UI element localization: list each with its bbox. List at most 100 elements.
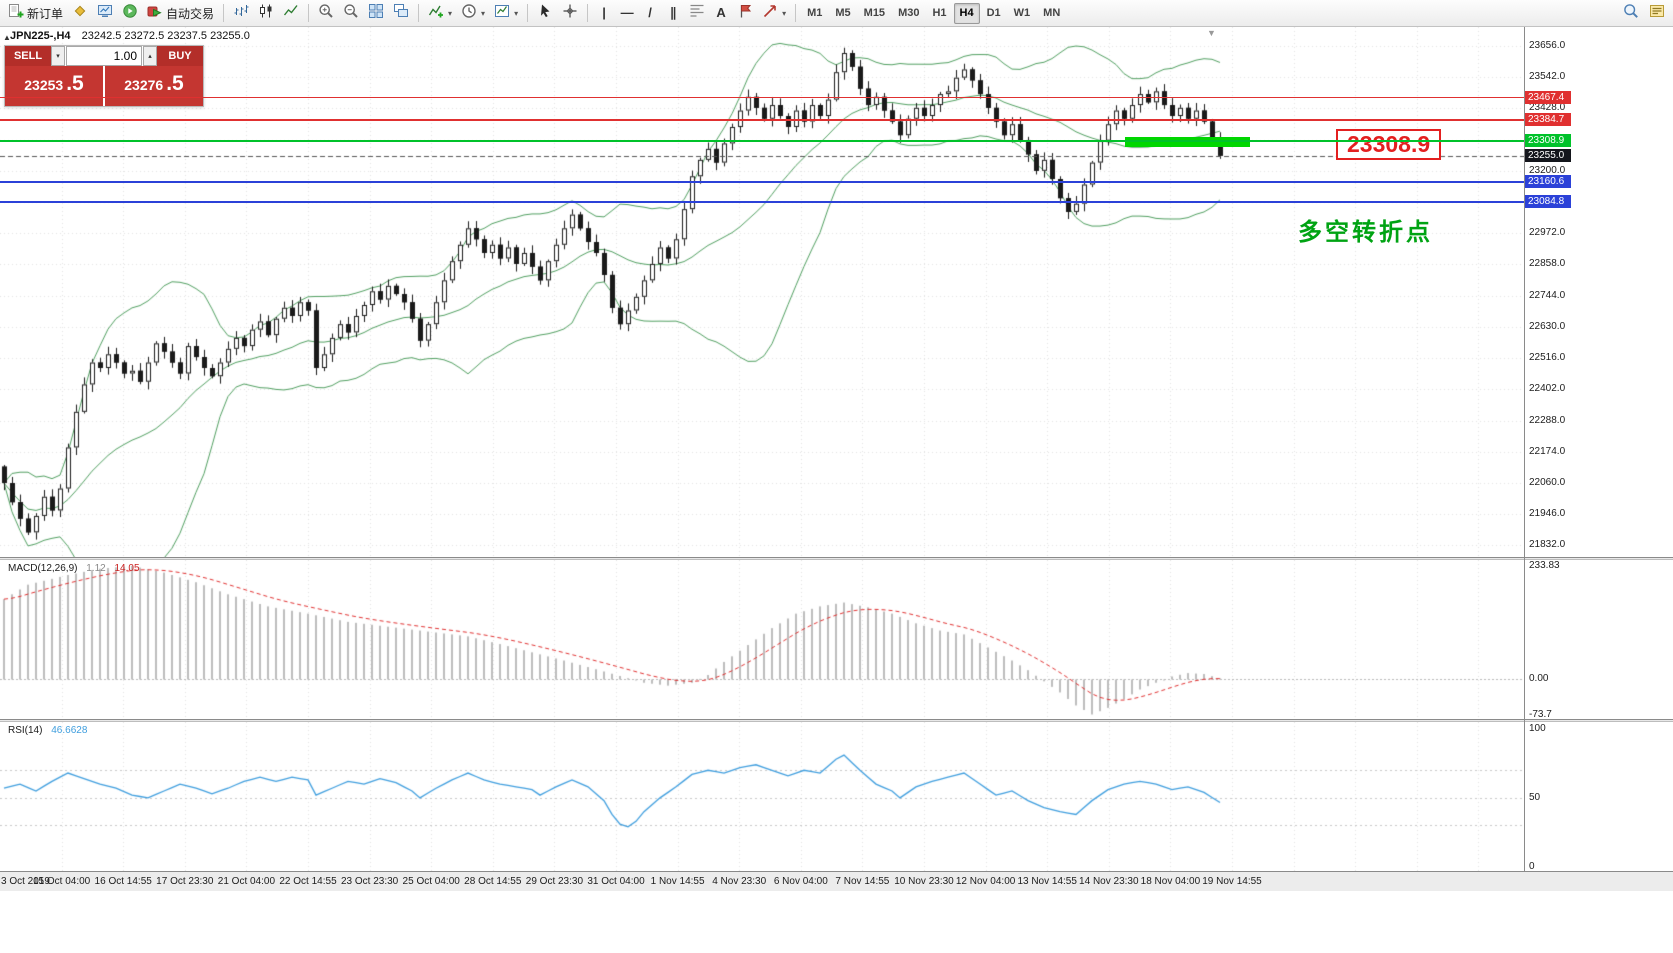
volume-down-button[interactable]: ▾ (51, 46, 65, 66)
candlestick-chart-icon (258, 3, 274, 24)
timeframe-button-h4[interactable]: H4 (953, 2, 980, 24)
time-axis-label: 18 Nov 04:00 (1140, 876, 1201, 887)
channel-glyph: ∥ (669, 5, 677, 20)
rsi-indicator-canvas[interactable] (0, 722, 1524, 871)
search-icon (1623, 3, 1639, 24)
time-axis-label: 25 Oct 04:00 (402, 876, 460, 887)
one-click-collapse-arrow[interactable]: ▲ (3, 33, 11, 42)
time-axis: 3 Oct 2019 15 Oct 04:00 16 Oct 14:55 17 Oct… (0, 871, 1673, 891)
price-axis-label: 22060.0 (1529, 477, 1566, 489)
templates-button[interactable]: ▾ (490, 1, 522, 25)
bar-chart-icon (233, 3, 249, 24)
symbol-period-label: JPN225-,H4 (10, 30, 71, 42)
time-axis-label: 31 Oct 04:00 (587, 876, 645, 887)
search-button[interactable] (1619, 1, 1643, 25)
zoom-in-icon (318, 3, 334, 24)
auto-arrange-button[interactable] (389, 1, 413, 25)
price-axis-label: 22630.0 (1529, 320, 1566, 332)
shapes-icon (762, 3, 778, 24)
price-axis-label: 22972.0 (1529, 227, 1566, 239)
strategy-tester-button[interactable] (118, 1, 142, 25)
time-axis-label: 21 Oct 04:00 (217, 876, 276, 887)
indicators-button[interactable]: ▾ (424, 1, 456, 25)
price-axis-label: 23656.0 (1529, 39, 1566, 51)
trendline-glyph: / (648, 5, 652, 20)
macd-indicator-canvas[interactable] (0, 560, 1524, 719)
horizontal-level-line[interactable] (0, 180, 1524, 183)
templates-icon (494, 3, 510, 24)
symbol-header: JPN225-,H4 23242.5 23272.5 23237.5 23255… (10, 30, 250, 42)
time-axis-label: 29 Oct 23:30 (525, 876, 584, 887)
timeframe-button-mn[interactable]: MN (1043, 6, 1061, 19)
crosshair-button[interactable] (558, 1, 582, 25)
horizontal-level-line[interactable] (0, 119, 1524, 122)
chart-shift-marker[interactable]: ▼ (1207, 28, 1216, 38)
trendline-button[interactable]: / (639, 1, 661, 25)
fibonacci-button[interactable] (685, 1, 709, 25)
channel-button[interactable]: ∥ (662, 1, 684, 25)
price-axis-border (1524, 27, 1525, 871)
bar-chart-button[interactable] (229, 1, 253, 25)
timeframe-button-d1[interactable]: D1 (986, 6, 1001, 19)
timeframe-button-m5[interactable]: M5 (835, 6, 851, 19)
toolbar-separator (587, 4, 589, 22)
price-axis-label: 23200.0 (1529, 164, 1566, 176)
autotrading-label: 自动交易 (166, 6, 215, 21)
tile-windows-button[interactable] (364, 1, 388, 25)
ohlc-values: 23242.5 23272.5 23237.5 23255.0 (81, 30, 250, 42)
toolbar-right-group (1619, 1, 1669, 25)
buy-price-button[interactable]: 23276 .5 (105, 66, 203, 106)
zoom-out-button[interactable] (339, 1, 363, 25)
new-order-button[interactable]: 新订单 (4, 1, 67, 25)
dropdown-chevron-icon: ▾ (448, 8, 453, 18)
cursor-button[interactable] (533, 1, 557, 25)
buy-button[interactable]: BUY (157, 46, 203, 66)
time-axis-label: 13 Nov 14:55 (1017, 876, 1077, 887)
autotrading-button[interactable]: 自动交易 (143, 1, 218, 25)
market-watch-button[interactable] (93, 1, 117, 25)
volume-field[interactable]: 1.00 (66, 46, 142, 66)
rsi-panel-resize-handle[interactable] (0, 719, 1673, 722)
horizontal-level-line[interactable] (0, 97, 1524, 99)
horizontal-line-button[interactable]: — (616, 1, 638, 25)
zoom-in-button[interactable] (314, 1, 338, 25)
text-button[interactable]: A (710, 1, 732, 25)
macd-signal-value: 14.05 (114, 563, 140, 574)
time-axis-label: 19 Nov 14:55 (1202, 876, 1262, 887)
price-axis-label: 21832.0 (1529, 539, 1566, 551)
timeframe-button-m15[interactable]: M15 (863, 6, 886, 19)
price-chart-canvas[interactable] (0, 27, 1524, 557)
metaeditor-button[interactable] (68, 1, 92, 25)
horizontal-level-line[interactable] (0, 201, 1524, 204)
turning-point-note[interactable]: 多空转折点 (1298, 219, 1433, 246)
time-axis-label: 7 Nov 14:55 (835, 876, 890, 887)
chart-area: ▲ JPN225-,H4 23242.5 23272.5 23237.5 232… (0, 27, 1673, 953)
dropdown-chevron-icon: ▾ (481, 8, 486, 18)
price-callout[interactable]: 23308.9 (1336, 129, 1442, 160)
toolbar-separator (527, 4, 529, 22)
news-button[interactable] (1645, 1, 1669, 25)
candlestick-chart-button[interactable] (254, 1, 278, 25)
volume-up-button[interactable]: ▴ (143, 46, 157, 66)
time-axis-label: 16 Oct 14:55 (94, 876, 152, 887)
vertical-line-button[interactable]: | (593, 1, 615, 25)
buy-price-fraction: .5 (166, 72, 184, 95)
macd-axis-label: 233.83 (1529, 559, 1560, 571)
timeframe-button-m30[interactable]: M30 (898, 6, 920, 19)
timeframe-button-w1[interactable]: W1 (1013, 6, 1031, 19)
timeframe-button-m1[interactable]: M1 (807, 6, 823, 19)
toolbar-separator (795, 4, 797, 22)
sell-button[interactable]: SELL (5, 46, 51, 66)
horizontal-level-line[interactable] (0, 139, 1524, 142)
periods-icon (461, 3, 477, 24)
highlight-rectangle[interactable] (1125, 137, 1250, 147)
macd-panel-resize-handle[interactable] (0, 557, 1673, 560)
sell-price-button[interactable]: 23253 .5 (5, 66, 105, 106)
line-chart-button[interactable] (279, 1, 303, 25)
timeframe-button-h1[interactable]: H1 (932, 6, 947, 19)
time-axis-label: 23 Oct 23:30 (340, 876, 399, 887)
shapes-button[interactable]: ▾ (758, 1, 790, 25)
label-button[interactable] (733, 1, 757, 25)
periods-button[interactable]: ▾ (457, 1, 489, 25)
sell-price-fraction: .5 (66, 72, 84, 95)
